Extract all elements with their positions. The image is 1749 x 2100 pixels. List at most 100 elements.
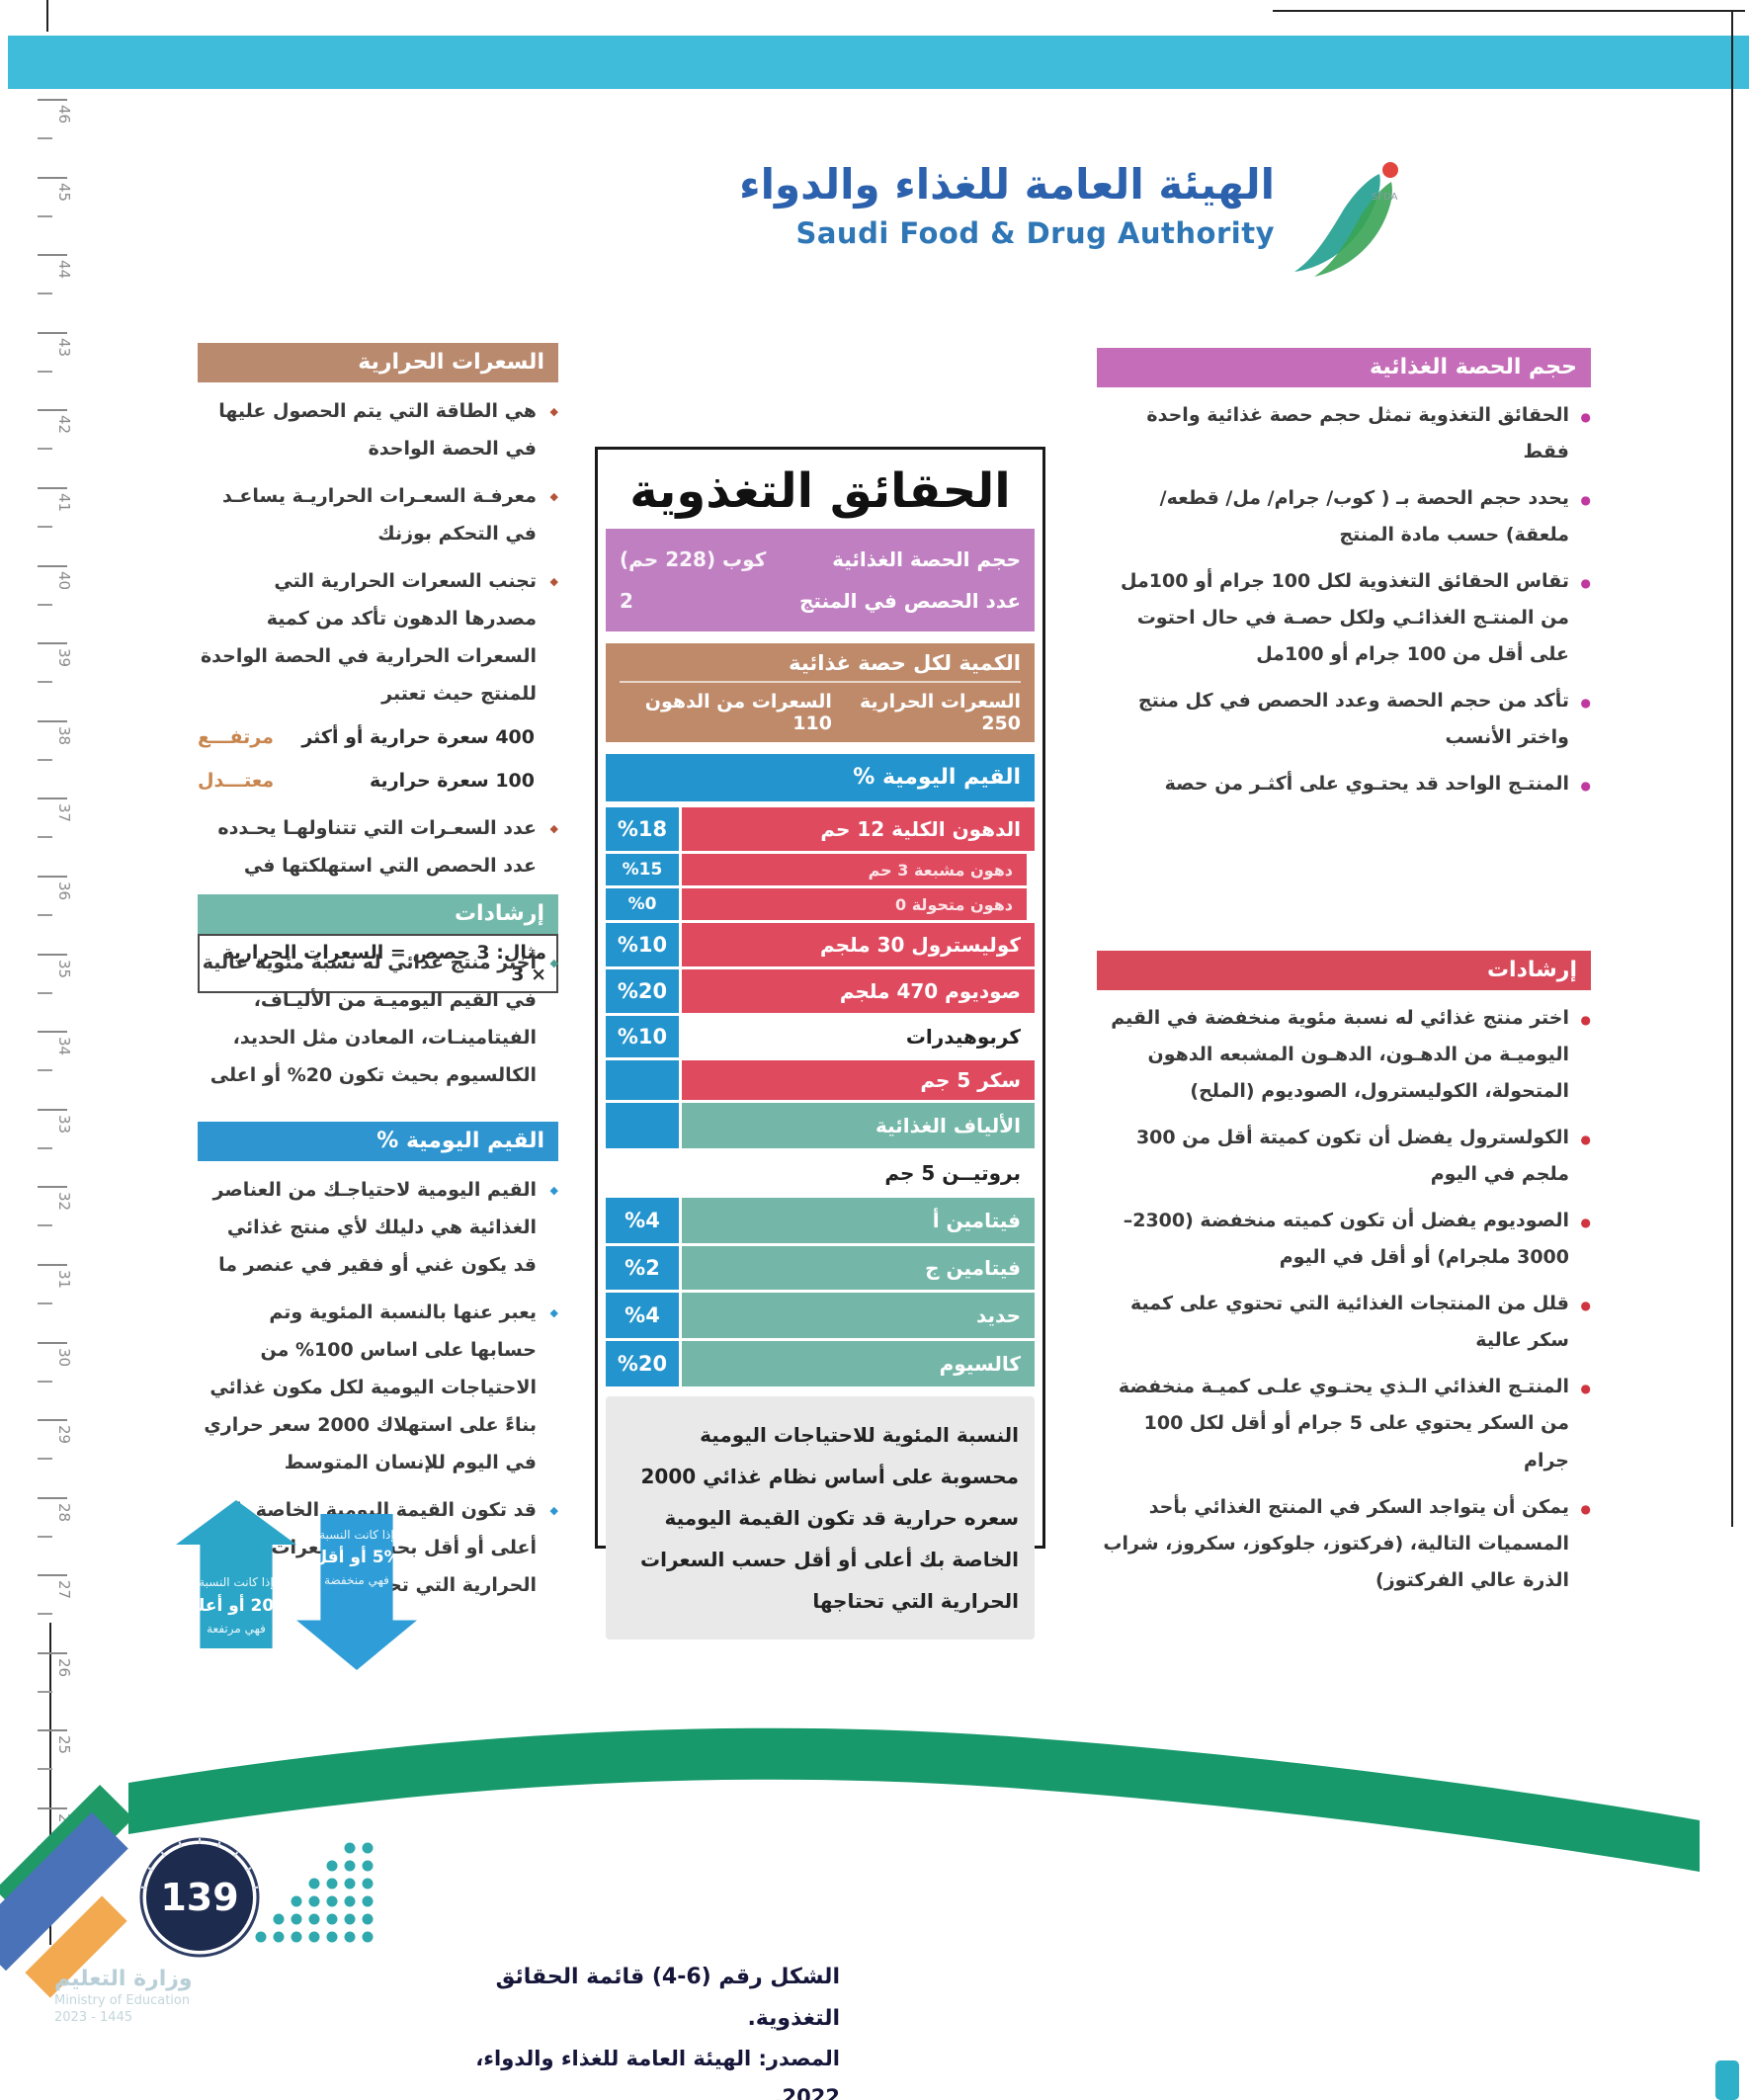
sfda-abbr-text: SFDA [1372, 192, 1398, 203]
arrow-line: إذا كانت النسبة [199, 1575, 274, 1590]
arrow-line: 5% أو أقل [312, 1548, 401, 1568]
section-header-daily-values: القيم اليومية % [198, 1122, 558, 1161]
fact-row-vitamin-c: فيتامين ج %2 [606, 1246, 1035, 1290]
fact-percent: %15 [606, 854, 679, 885]
arrow-up-high-icon: إذا كانت النسبة 20% أو أعلى فهي مرتفعة [176, 1500, 296, 1648]
ruler-number: 43 [55, 337, 73, 357]
ruler-mark: 26 [38, 1651, 136, 1730]
arrow-down-low-icon: إذا كانت النسبة 5% أو أقل فهي منخفضة [296, 1514, 417, 1670]
percentage-arrows: إذا كانت النسبة 20% أو أعلى فهي مرتفعة إ… [176, 1500, 453, 1670]
bullet-item: معرفـة السعـرات الحراريـة يساعـد في التح… [198, 477, 558, 552]
ruler-number: 26 [55, 1657, 73, 1677]
serving-block: حجم الحصة الغذائية كوب (228 حم) عدد الحص… [606, 529, 1035, 631]
ruler-number: 37 [55, 803, 73, 823]
frame-line-bottom-left [49, 1623, 51, 1945]
fact-percent: %10 [606, 923, 679, 966]
fact-row-saturated-fat: دهون مشبعة 3 حم %15 [606, 854, 1035, 885]
threshold-tag: معتـــدل [198, 770, 275, 792]
fact-row-trans-fat: دهون متحولة 0 %0 [606, 888, 1035, 920]
bullet-item: المنتـج الواحد قد يحتـوي على أكثـر من حص… [1097, 766, 1591, 802]
ruler-number: 38 [55, 725, 73, 745]
sfda-logo-icon: SFDA [1294, 162, 1398, 277]
fact-row-sugar: سكر 5 جم [606, 1060, 1035, 1100]
sfda-titles: الهيئة العامة للغذاء والدواء Saudi Food … [672, 148, 1275, 250]
ministry-years: 2023 - 1445 [54, 2010, 133, 2025]
ruler-number: 30 [55, 1347, 73, 1367]
ruler-number: 36 [55, 881, 73, 901]
fact-row-carbohydrates: كربوهيدرات %10 [606, 1016, 1035, 1057]
ruler-number: 39 [55, 648, 73, 668]
green-wave-decoration [128, 1727, 1700, 1872]
fact-percent: %20 [606, 969, 679, 1013]
bullet-item: تأكد من حجم الحصة وعدد الحصص في كل منتج … [1097, 683, 1591, 756]
section-daily-values: القيم اليومية % القيم اليومية لاحتياجـك … [198, 1122, 558, 1604]
corner-tab-decoration [1715, 2060, 1739, 2100]
fact-row-calcium: كالسيوم %20 [606, 1341, 1035, 1386]
section-right-tips: إرشادات اختر منتج غذائي له نسبة مئوية من… [1097, 951, 1591, 1599]
ruler-mark: 43 [38, 331, 136, 410]
fact-row-cholesterol: كوليسترول 30 ملجم %10 [606, 923, 1035, 966]
ruler-mark: 40 [38, 564, 136, 643]
fact-label: سكر 5 جم [682, 1060, 1035, 1100]
ruler-mark: 29 [38, 1419, 136, 1497]
frame-line-top [1273, 10, 1745, 12]
fat-calories-value: السعرات من الدهون 110 [644, 691, 832, 734]
ruler-mark: 32 [38, 1186, 136, 1264]
facts-title: الحقائق التغذوية [629, 463, 1011, 519]
calories-value: السعرات الحرارية 250 [859, 691, 1021, 734]
arrow-down-text: إذا كانت النسبة 5% أو أقل فهي منخفضة [296, 1526, 417, 1591]
fact-label: دهون متحولة 0 [682, 888, 1027, 920]
ruler-mark: 41 [38, 486, 136, 565]
bullet-item: تجنب السعرات الحرارية التي مصدرها الدهون… [198, 562, 558, 713]
arrow-up-text: إذا كانت النسبة 20% أو أعلى فهي مرتفعة [176, 1573, 296, 1638]
ministry-name-english: Ministry of Education [54, 1993, 191, 2008]
fact-label: الألياف الغذائية [682, 1103, 1035, 1148]
fact-percent [606, 1060, 679, 1100]
fact-row-iron: حديد %4 [606, 1293, 1035, 1338]
ruler-mark: 33 [38, 1108, 136, 1187]
amount-block: الكمية لكل حصة غذائية السعرات الحرارية 2… [606, 643, 1035, 742]
bullet-item: هي الطاقة التي يتم الحصول عليها في الحصة… [198, 392, 558, 467]
section-left-tips: إرشادات أختر منتج غذائي له نسبة مئوية عا… [198, 894, 558, 1094]
ruler-mark: 46 [38, 99, 136, 177]
fact-percent: %2 [606, 1246, 679, 1290]
bullet-item: يعبر عنها بالنسبة المئوية وتم حسابها على… [198, 1294, 558, 1481]
ruler-number: 32 [55, 1192, 73, 1212]
fact-percent: %4 [606, 1198, 679, 1243]
ruler-mark: 39 [38, 642, 136, 720]
fact-percent: %20 [606, 1341, 679, 1386]
calorie-threshold-high: 400 سعرة حرارية أو أكثر مرتفـــع [198, 718, 558, 756]
bullet-item: الحقائق التغذوية تمثل حجم حصة غذائية واح… [1097, 397, 1591, 470]
ruler-mark: 45 [38, 176, 136, 255]
fact-label: فيتامين ج [682, 1246, 1035, 1290]
ruler-number: 35 [55, 959, 73, 978]
ruler-mark: 31 [38, 1263, 136, 1342]
fact-row-total-fat: الدهون الكلية 12 حم %18 [606, 807, 1035, 851]
top-color-band [8, 36, 1749, 89]
ruler-number: 42 [55, 415, 73, 435]
ruler-number: 29 [55, 1425, 73, 1445]
amount-header: الكمية لكل حصة غذائية [620, 651, 1021, 683]
servings-value: 2 [620, 589, 633, 613]
serving-size-row: حجم الحصة الغذائية كوب (228 حم) [620, 539, 1021, 580]
ruler-number: 34 [55, 1037, 73, 1056]
ruler-number: 25 [55, 1735, 73, 1755]
ruler-number: 28 [55, 1502, 73, 1522]
fact-label: كالسيوم [682, 1341, 1035, 1386]
bullet-item: الصوديوم يفضل أن تكون كميته منخفضة (2300… [1097, 1203, 1591, 1276]
caption-line1: الشكل رقم (6-4) قائمة الحقائق التغذوية. [495, 1965, 840, 2031]
calorie-threshold-moderate: 100 سعرة حرارية معتـــدل [198, 762, 558, 799]
threshold-text: 100 سعرة حرارية [370, 770, 535, 792]
ruler-mark: 35 [38, 953, 136, 1032]
fact-label: كوليسترول 30 ملجم [682, 923, 1035, 966]
fact-percent [606, 1103, 679, 1148]
ruler-mark: 44 [38, 254, 136, 332]
serving-size-label: حجم الحصة الغذائية [832, 547, 1021, 571]
sfda-header: الهيئة العامة للغذاء والدواء Saudi Food … [672, 148, 1413, 306]
facts-body: حجم الحصة الغذائية كوب (228 حم) عدد الحص… [598, 529, 1042, 1647]
ruler-mark: 37 [38, 798, 136, 876]
arrow-line: 20% أو أعلى [181, 1595, 292, 1616]
servings-count-row: عدد الحصص في المنتج 2 [620, 580, 1021, 622]
ruler-mark: 27 [38, 1574, 136, 1652]
